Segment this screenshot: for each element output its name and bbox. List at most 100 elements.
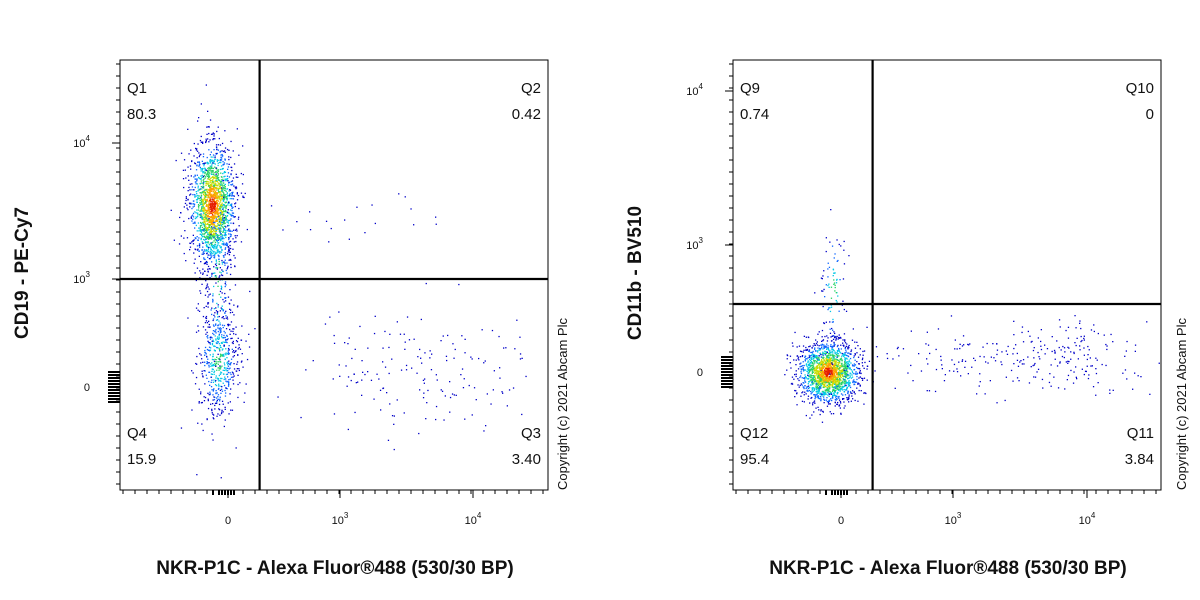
event-dot [206,215,208,218]
event-dot [229,181,231,183]
event-dot [811,372,814,374]
event-dot [213,205,215,207]
event-dot [220,212,222,214]
event-dot [228,182,230,184]
event-dot [841,388,843,390]
event-dot [795,364,797,366]
event-dot [216,204,218,206]
event-dot [219,187,222,189]
event-dot [224,211,226,213]
event-dot [821,345,823,347]
event-dot [207,326,209,328]
event-dot [201,283,203,285]
event-dot [217,224,220,226]
event-dot [228,360,230,362]
event-dot [208,268,210,270]
event-dot [834,253,836,255]
event-dot [227,211,229,214]
event-dot [206,199,208,201]
event-dot [201,249,203,251]
event-dot [224,408,226,410]
event-dot [973,357,975,359]
event-dot [896,347,899,350]
event-dot [221,336,223,338]
event-dot [230,214,232,216]
event-dot [204,167,206,169]
event-dot [222,189,224,191]
event-dot [827,388,829,390]
event-dot [202,182,204,184]
event-dot [846,370,848,372]
event-dot [212,381,214,383]
event-dot [847,399,849,401]
event-dot [208,380,210,383]
event-dot [801,400,804,402]
event-dot [374,222,376,225]
event-dot [226,362,228,364]
event-dot [1036,371,1038,373]
event-dot [825,386,827,388]
event-dot [219,185,222,187]
event-dot [834,382,836,384]
event-dot [841,383,843,385]
event-dot [214,205,216,207]
event-dot [190,217,192,219]
event-dot [212,167,215,170]
event-dot [827,390,829,392]
event-dot [201,373,203,375]
event-dot [431,353,433,355]
event-dot [1054,358,1056,360]
event-dot [823,391,825,393]
event-dot [229,194,231,196]
event-dot [1027,356,1029,358]
event-dot [211,166,213,168]
event-dot [798,359,800,361]
event-dot [222,326,224,329]
event-dot [223,362,225,364]
event-dot [210,182,212,184]
event-dot [217,219,219,221]
event-dot [811,366,814,368]
event-dot [236,361,239,363]
event-dot [213,414,215,416]
event-dot [209,181,211,183]
event-dot [224,389,226,392]
event-dot [222,316,224,318]
event-dot [839,387,841,389]
event-dot [801,350,803,353]
event-dot [196,164,198,166]
event-dot [194,221,196,223]
event-dot [208,393,210,396]
event-dot [189,246,192,248]
event-dot [827,403,830,405]
event-dot [361,379,363,381]
event-dot [203,180,205,183]
event-dot [1134,344,1137,346]
event-dot [198,347,200,350]
event-dot [817,387,819,390]
event-dot [215,364,217,366]
event-dot [836,376,838,378]
event-dot [218,334,220,337]
event-dot [233,163,236,165]
event-dot [217,398,219,400]
event-dot [837,388,839,390]
event-dot [811,362,814,365]
event-dot [205,226,207,228]
event-dot [840,393,843,395]
event-dot [816,344,819,346]
event-dot [910,330,912,332]
event-dot [220,165,223,167]
event-dot [207,296,209,298]
event-dot [834,284,836,286]
event-dot [206,229,209,232]
event-dot [220,380,222,382]
event-dot [842,353,844,355]
event-dot [850,400,852,402]
event-dot [807,368,809,370]
event-dot [1001,363,1003,366]
event-dot [827,394,829,396]
event-dot [217,379,219,381]
event-dot [830,306,833,308]
event-dot [1021,331,1023,334]
